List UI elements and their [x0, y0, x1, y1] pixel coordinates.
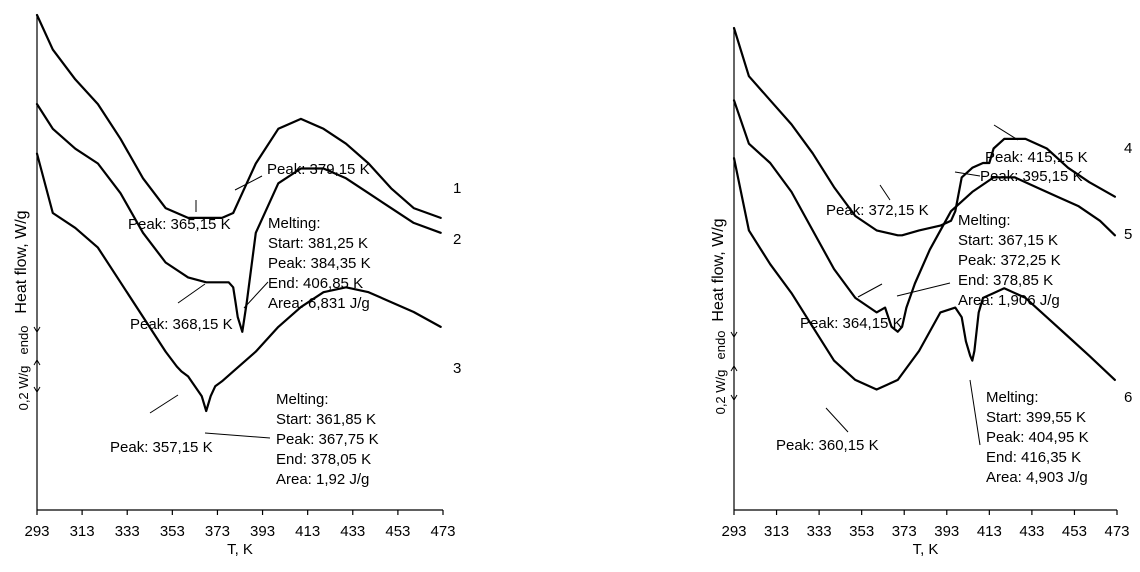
x-tick-label: 413	[977, 523, 1002, 540]
endo-arrow-icon	[730, 317, 738, 338]
annotation-leader	[857, 283, 883, 298]
x-tick-label: 453	[385, 523, 410, 540]
annotation-text: Area: 4,903 J/g	[986, 469, 1088, 486]
annotation-text: Peak: 395,15 K	[980, 168, 1083, 185]
scale-arrow-icon	[730, 365, 738, 401]
x-tick-label: 333	[115, 523, 140, 540]
x-tick-label: 373	[892, 523, 917, 540]
x-axis-label: T, K	[913, 541, 939, 558]
annotation-leader	[204, 432, 271, 439]
series-label-6: 6	[1124, 389, 1132, 406]
annotation-text: Peak: 372,15 K	[826, 202, 929, 219]
panel-left: 293 313 333 353 373 393 413 433 453 473 T, K Heat f…	[13, 13, 461, 558]
annotation-text: Melting:	[276, 391, 329, 408]
endo-label: endo	[16, 326, 31, 355]
annotation-leader	[234, 175, 263, 191]
x-tick-label: 453	[1062, 523, 1087, 540]
x-tick-label: 373	[205, 523, 230, 540]
series-line-6	[732, 157, 1116, 391]
annotation-text: Peak: 415,15 K	[985, 149, 1088, 166]
panel-right: 293 313 333 353 373 393 413 433 453 473 T, K Heat f…	[710, 26, 1132, 558]
annotation-leader	[243, 281, 269, 309]
annotation-leader	[825, 407, 849, 433]
x-tick-label: 353	[849, 523, 874, 540]
series-line-1	[35, 13, 442, 219]
annotation-leader	[896, 282, 951, 297]
series-line-3	[35, 152, 442, 413]
annotation-leader	[177, 283, 206, 304]
annotation-text: End: 406,85 K	[268, 275, 363, 292]
endo-label: endo	[713, 331, 728, 360]
annotation-text: Melting:	[958, 212, 1011, 229]
series-line-5	[732, 99, 1116, 333]
annotation-text: Start: 367,15 K	[958, 232, 1058, 249]
x-tick-label: 433	[340, 523, 365, 540]
annotation-text: Peak: 365,15 K	[128, 216, 231, 233]
annotation-text: Start: 381,25 K	[268, 235, 368, 252]
annotation-text: End: 416,35 K	[986, 449, 1081, 466]
annotation-leader	[879, 184, 891, 201]
annotation-text: Peak: 379,15 K	[267, 161, 370, 178]
series-label-4: 4	[1124, 140, 1132, 157]
series-line-4	[732, 26, 1116, 237]
annotation-text: Melting:	[986, 389, 1039, 406]
series-label-1: 1	[453, 180, 461, 197]
x-tick-label: 353	[160, 523, 185, 540]
annotation-text: Peak: 372,25 K	[958, 252, 1061, 269]
x-tick-label: 313	[70, 523, 95, 540]
annotation-text: Area: 1,906 J/g	[958, 292, 1060, 309]
annotation-leader	[993, 124, 1019, 141]
annotation-text: Area: 6,831 J/g	[268, 295, 370, 312]
annotation-text: Start: 399,55 K	[986, 409, 1086, 426]
annotation-text: Start: 361,85 K	[276, 411, 376, 428]
series-line-2	[35, 103, 442, 333]
annotation-text: Peak: 357,15 K	[110, 439, 213, 456]
y-axis-label: Heat flow, W/g	[13, 210, 30, 313]
series-label-2: 2	[453, 231, 461, 248]
annotation-leader	[954, 171, 981, 177]
annotation-text: Melting:	[268, 215, 321, 232]
x-tick-label: 433	[1019, 523, 1044, 540]
endo-arrow-icon	[33, 312, 41, 333]
annotation-text: Peak: 367,75 K	[276, 431, 379, 448]
annotation-text: Peak: 360,15 K	[776, 437, 879, 454]
series-label-5: 5	[1124, 226, 1132, 243]
x-tick-label: 313	[764, 523, 789, 540]
annotation-text: End: 378,05 K	[276, 451, 371, 468]
scale-label: 0,2 W/g	[16, 366, 31, 411]
x-tick-label: 393	[250, 523, 275, 540]
x-tick-label: 473	[1104, 523, 1129, 540]
annotation-leader	[969, 379, 981, 446]
x-axis-label: T, K	[227, 541, 253, 558]
series-label-3: 3	[453, 360, 461, 377]
annotation-text: End: 378,85 K	[958, 272, 1053, 289]
x-tick-label: 413	[295, 523, 320, 540]
annotation-text: Peak: 404,95 K	[986, 429, 1089, 446]
annotation-text: Area: 1,92 J/g	[276, 471, 369, 488]
x-tick-label: 293	[721, 523, 746, 540]
y-axis-label: Heat flow, W/g	[710, 218, 727, 321]
x-tick-label: 473	[430, 523, 455, 540]
annotation-leader	[149, 394, 179, 414]
x-tick-label: 293	[24, 523, 49, 540]
x-tick-label: 393	[934, 523, 959, 540]
scale-arrow-icon	[33, 359, 41, 393]
annotation-text: Peak: 368,15 K	[130, 316, 233, 333]
annotation-text: Peak: 384,35 K	[268, 255, 371, 272]
x-tick-label: 333	[807, 523, 832, 540]
scale-label: 0,2 W/g	[713, 370, 728, 415]
annotation-text: Peak: 364,15 K	[800, 315, 903, 332]
